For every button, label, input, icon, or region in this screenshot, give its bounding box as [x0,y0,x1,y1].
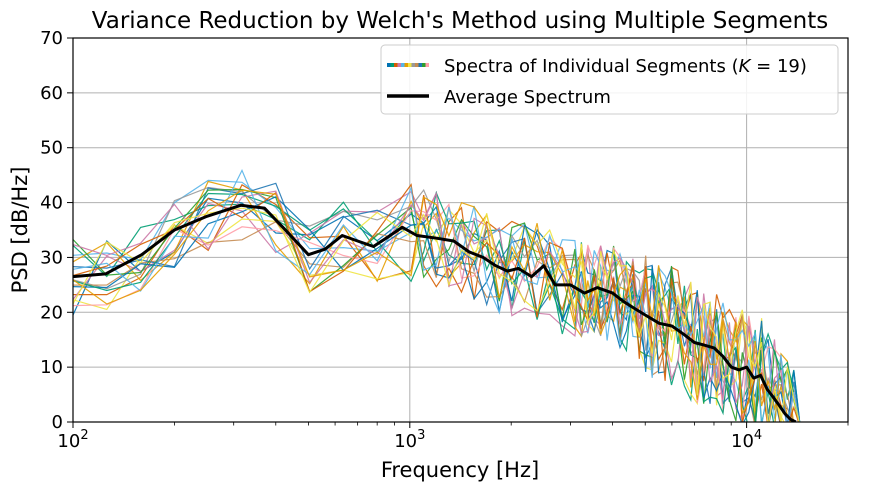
segment-spectrum-line [73,189,792,422]
y-tick-label: 0 [52,412,63,433]
y-tick-label: 20 [40,302,63,323]
y-tick-label: 70 [40,28,63,49]
segment-spectrum-line [73,188,800,422]
x-axis-label: Frequency [Hz] [381,458,539,482]
legend-segments-label: Spectra of Individual Segments (K = 19) [444,56,807,77]
segment-spectrum-line [73,202,800,422]
y-tick-label: 60 [40,83,63,104]
segment-spectra [73,168,801,422]
axis-ticks [67,37,849,428]
x-tick-labels: 102 103 104 [57,428,762,452]
x-tick-label: 102 [57,428,88,452]
segment-spectrum-line [73,206,794,422]
segment-spectrum-line [73,207,800,422]
legend-box [380,44,839,115]
y-tick-label: 30 [40,247,63,268]
y-tick-label: 40 [40,193,63,214]
chart-title: Variance Reduction by Welch's Method usi… [92,8,828,34]
x-tick-label: 104 [731,428,762,452]
average-spectrum-line [73,203,797,422]
y-axis-label: PSD [dB/Hz] [8,167,32,294]
segment-spectrum-line [73,168,800,422]
average-spectrum [73,203,797,422]
y-tick-label: 50 [40,138,63,159]
y-tick-labels: 0 10 20 30 40 50 60 70 [40,28,63,433]
x-tick-label: 103 [394,428,425,452]
y-tick-label: 10 [40,357,63,378]
segment-spectrum-line [73,196,801,422]
segment-spectrum-line [73,190,800,422]
legend-average-label: Average Spectrum [444,87,611,108]
legend: Spectra of Individual Segments (K = 19) … [380,44,839,115]
plot-frame [72,37,849,423]
